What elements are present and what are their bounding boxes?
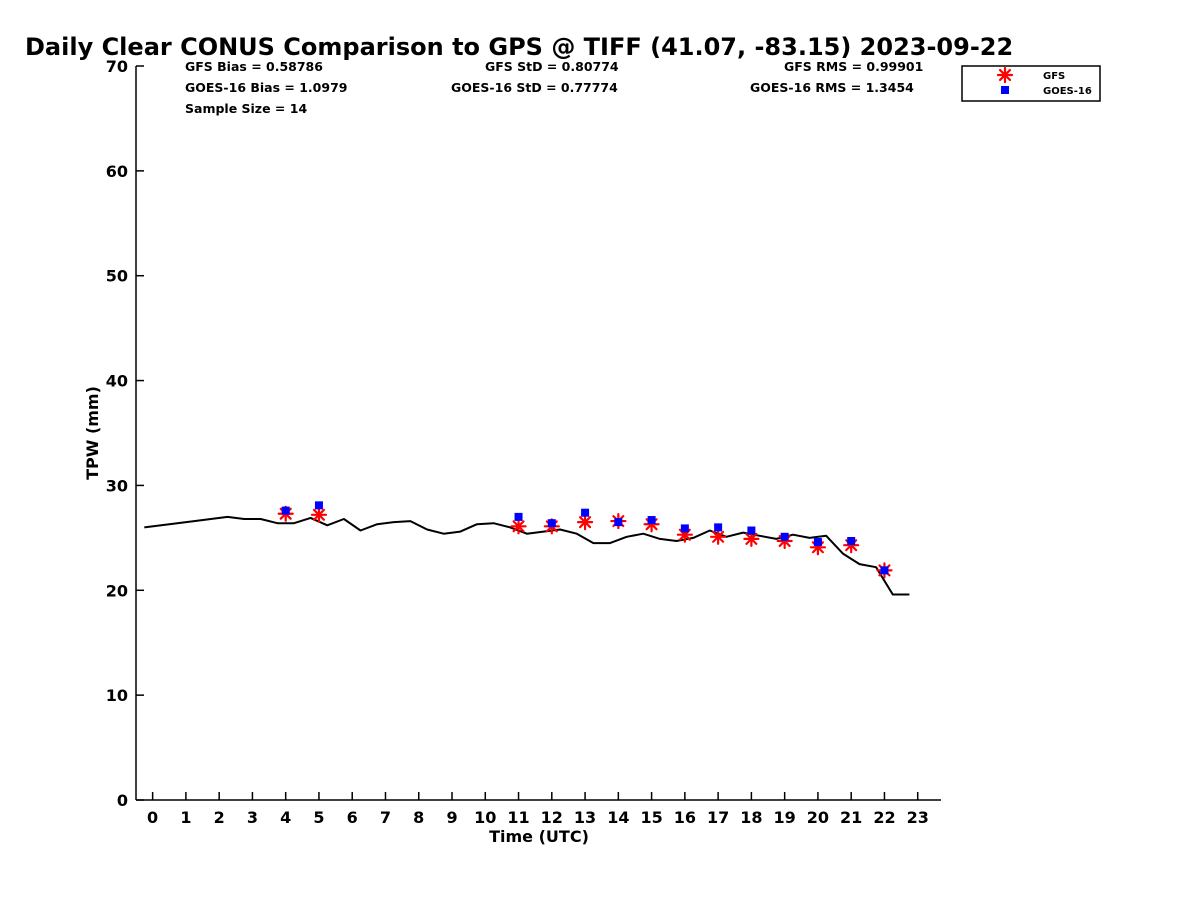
x-tick-label: 3	[247, 808, 258, 827]
legend-gfs-marker	[996, 66, 1014, 84]
x-tick-label: 19	[774, 808, 796, 827]
x-tick-label: 21	[840, 808, 862, 827]
x-axis-label: Time (UTC)	[489, 827, 589, 846]
goes-point	[547, 519, 556, 528]
y-tick-label: 60	[106, 162, 128, 181]
goes-point	[780, 532, 789, 541]
stat-goes-bias: GOES-16 Bias = 1.0979	[185, 80, 347, 95]
x-tick-label: 8	[413, 808, 424, 827]
gfs-point	[710, 528, 727, 545]
plot-area	[144, 501, 910, 596]
legend: GFS GOES-16	[961, 65, 1101, 102]
gfs-point	[743, 530, 760, 548]
x-tick-label: 10	[474, 808, 496, 827]
stat-sample-size: Sample Size = 14	[185, 101, 307, 116]
stat-gfs-rms: GFS RMS = 0.99901	[784, 59, 923, 74]
gfs-point	[576, 514, 594, 531]
x-tick-label: 14	[607, 808, 629, 827]
legend-goes-marker	[1001, 86, 1009, 94]
x-tick-label: 4	[280, 808, 291, 827]
goes-point	[880, 566, 889, 575]
legend-box	[961, 65, 1101, 102]
x-tick-label: 17	[707, 808, 729, 827]
x-tick-label: 22	[873, 808, 895, 827]
y-tick-label: 50	[106, 267, 128, 286]
x-tick-label: 9	[446, 808, 457, 827]
x-tick-label: 18	[740, 808, 762, 827]
goes-point	[647, 516, 656, 525]
goes-point	[680, 524, 689, 533]
gfs-point	[510, 518, 527, 535]
x-tick-label: 12	[541, 808, 563, 827]
gfs-point	[310, 506, 328, 523]
x-tick-label: 11	[507, 808, 529, 827]
y-tick-label: 0	[117, 791, 128, 810]
legend-goes-label: GOES-16	[1043, 86, 1092, 97]
y-tick-label: 40	[106, 372, 128, 391]
goes-point	[813, 538, 822, 547]
x-tick-label: 20	[807, 808, 829, 827]
goes-point	[281, 506, 290, 515]
y-tick-label: 30	[106, 476, 128, 495]
stat-gfs-bias: GFS Bias = 0.58786	[185, 59, 323, 74]
y-tick-label: 70	[106, 57, 128, 76]
x-tick-label: 13	[574, 808, 596, 827]
ticks: 0 1 2 3 4 5 6 7 8 9 10 11 12 13 14 15 16 17 18 19 20 21 22 2301…	[106, 57, 929, 827]
stats-block: GFS Bias = 0.58786 GOES-16 Bias = 1.0979…	[185, 59, 923, 116]
x-tick-label: 2	[214, 808, 225, 827]
legend-gfs-label: GFS	[1043, 71, 1065, 82]
goes-point	[581, 508, 590, 517]
x-tick-label: 15	[640, 808, 662, 827]
goes-point	[714, 523, 723, 532]
series-gps-line	[144, 515, 910, 596]
legend-gfs-asterisk	[996, 66, 1014, 84]
x-tick-label: 16	[674, 808, 696, 827]
axes	[135, 66, 941, 801]
goes-point	[847, 537, 856, 546]
y-tick-label: 10	[106, 686, 128, 705]
y-axis-label: TPW (mm)	[83, 386, 102, 480]
x-tick-label: 7	[380, 808, 391, 827]
x-tick-label: 5	[313, 808, 324, 827]
stat-gfs-std: GFS StD = 0.80774	[485, 59, 619, 74]
x-tick-label: 23	[907, 808, 929, 827]
x-tick-label: 1	[180, 808, 191, 827]
stat-goes-std: GOES-16 StD = 0.77774	[451, 80, 618, 95]
y-tick-label: 20	[106, 581, 128, 600]
chart-title: Daily Clear CONUS Comparison to GPS @ TI…	[25, 33, 1013, 61]
goes-point	[314, 501, 323, 510]
x-tick-label: 6	[347, 808, 358, 827]
stat-goes-rms: GOES-16 RMS = 1.3454	[750, 80, 914, 95]
x-tick-label: 0	[147, 808, 158, 827]
goes-point	[614, 518, 623, 527]
goes-point	[747, 526, 756, 535]
goes-point	[514, 512, 523, 521]
